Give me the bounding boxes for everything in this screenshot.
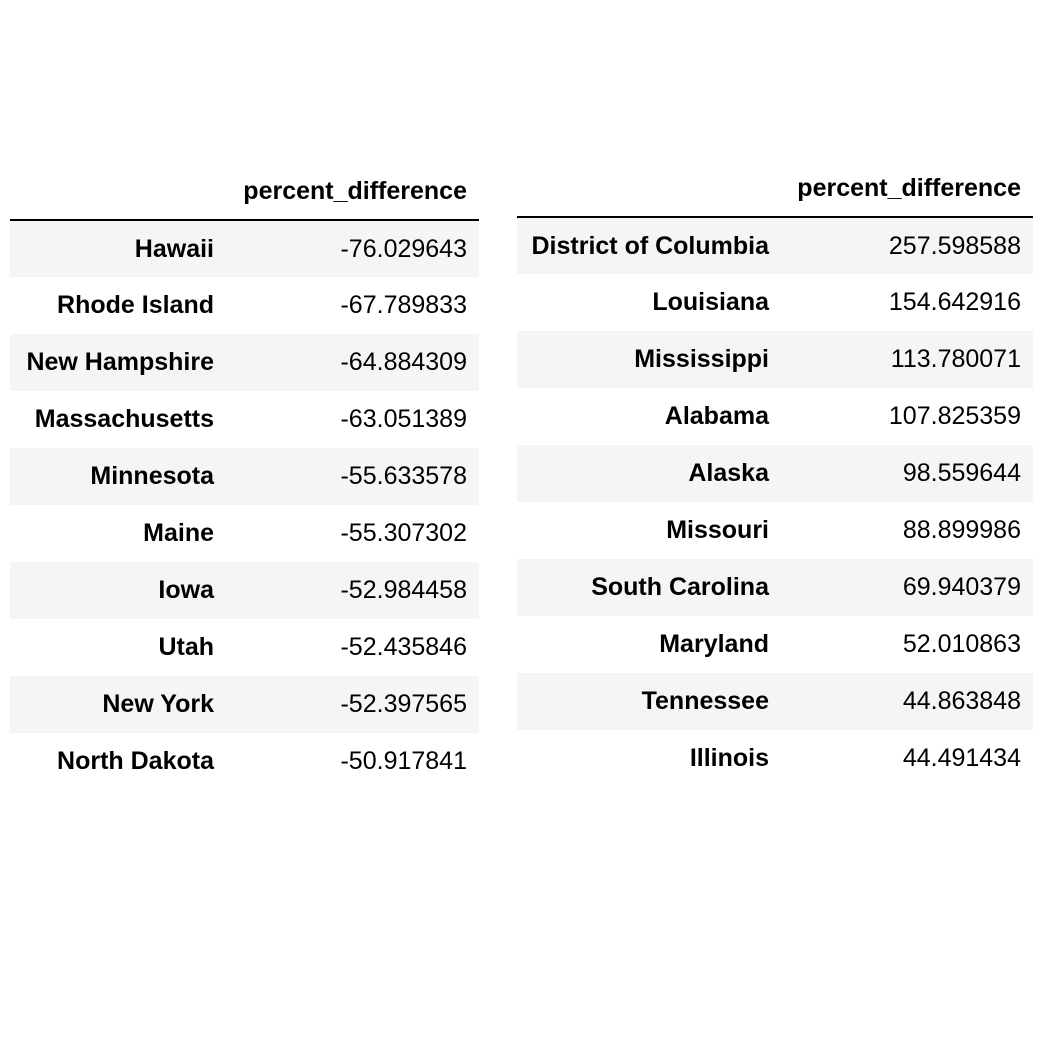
row-label: Alaska [688,459,769,487]
row-label: Massachusetts [34,405,214,433]
table-row: Massachusetts -63.051389 [10,391,479,448]
table-row: North Dakota -50.917841 [10,733,479,790]
row-label: Minnesota [90,462,214,490]
cell-percent-difference: -50.917841 [340,747,467,775]
column-header-percent-difference: percent_difference [226,163,479,221]
table-row: Alabama 107.825359 [517,388,1033,445]
row-label: Maine [143,519,214,547]
table-row: Louisiana 154.642916 [517,274,1033,331]
cell-percent-difference: 154.642916 [888,288,1021,316]
cell-percent-difference: 69.940379 [902,573,1021,601]
row-label: Illinois [689,744,769,772]
cell-percent-difference: 44.491434 [902,744,1021,772]
cell-percent-difference: -63.051389 [340,405,467,433]
cell-percent-difference: -52.397565 [340,690,467,718]
left-dataframe-table: percent_difference Hawaii -76.029643 Rhode… [10,163,479,790]
index-header [517,160,781,218]
cell-percent-difference: 44.863848 [902,687,1021,715]
row-label: Missouri [666,516,769,544]
row-label: Hawaii [134,234,214,263]
cell-percent-difference: 98.559644 [902,459,1021,487]
row-label: Iowa [158,576,214,604]
header-row: percent_difference [517,160,1033,218]
cell-percent-difference: -64.884309 [340,348,467,376]
right-dataframe-table: percent_difference District of Columbia 2… [517,160,1033,787]
table-row: Maryland 52.010863 [517,616,1033,673]
cell-percent-difference: -67.789833 [340,291,467,319]
row-label: South Carolina [591,573,769,601]
table-row: Utah -52.435846 [10,619,479,676]
table-row: Mississippi 113.780071 [517,331,1033,388]
row-label: New Hampshire [26,348,214,376]
row-label: Alabama [664,402,769,430]
row-label: Mississippi [634,345,769,373]
cell-percent-difference: -55.307302 [340,519,467,547]
table-row: Illinois 44.491434 [517,730,1033,787]
column-header-percent-difference: percent_difference [781,160,1033,218]
cell-percent-difference: 257.598588 [888,231,1021,260]
left-table-body: Hawaii -76.029643 Rhode Island -67.789833 Ne… [10,220,479,790]
table-row: Minnesota -55.633578 [10,448,479,505]
table-row: Missouri 88.899986 [517,502,1033,559]
cell-percent-difference: -52.984458 [340,576,467,604]
table-row: Iowa -52.984458 [10,562,479,619]
table-row: New Hampshire -64.884309 [10,334,479,391]
row-label: New York [102,690,214,718]
table-row: South Carolina 69.940379 [517,559,1033,616]
table-row: New York -52.397565 [10,676,479,733]
row-label: Maryland [659,630,769,658]
row-label: Rhode Island [57,291,214,319]
table-row: Tennessee 44.863848 [517,673,1033,730]
cell-percent-difference: -55.633578 [340,462,467,490]
index-header [10,163,226,221]
right-table-body: District of Columbia 257.598588 Louisiana 1… [517,217,1033,787]
row-label: District of Columbia [531,231,769,260]
row-label: Louisiana [652,288,769,316]
table-row: Rhode Island -67.789833 [10,277,479,334]
table-row: District of Columbia 257.598588 [517,217,1033,274]
header-row: percent_difference [10,163,479,221]
row-label: Utah [158,633,214,661]
table-row: Maine -55.307302 [10,505,479,562]
cell-percent-difference: -52.435846 [340,633,467,661]
cell-percent-difference: -76.029643 [340,234,467,263]
table-row: Hawaii -76.029643 [10,220,479,277]
row-label: Tennessee [641,687,769,715]
cell-percent-difference: 107.825359 [888,402,1021,430]
row-label: North Dakota [57,747,214,775]
cell-percent-difference: 113.780071 [890,345,1021,373]
cell-percent-difference: 88.899986 [902,516,1021,544]
table-row: Alaska 98.559644 [517,445,1033,502]
cell-percent-difference: 52.010863 [902,630,1021,658]
